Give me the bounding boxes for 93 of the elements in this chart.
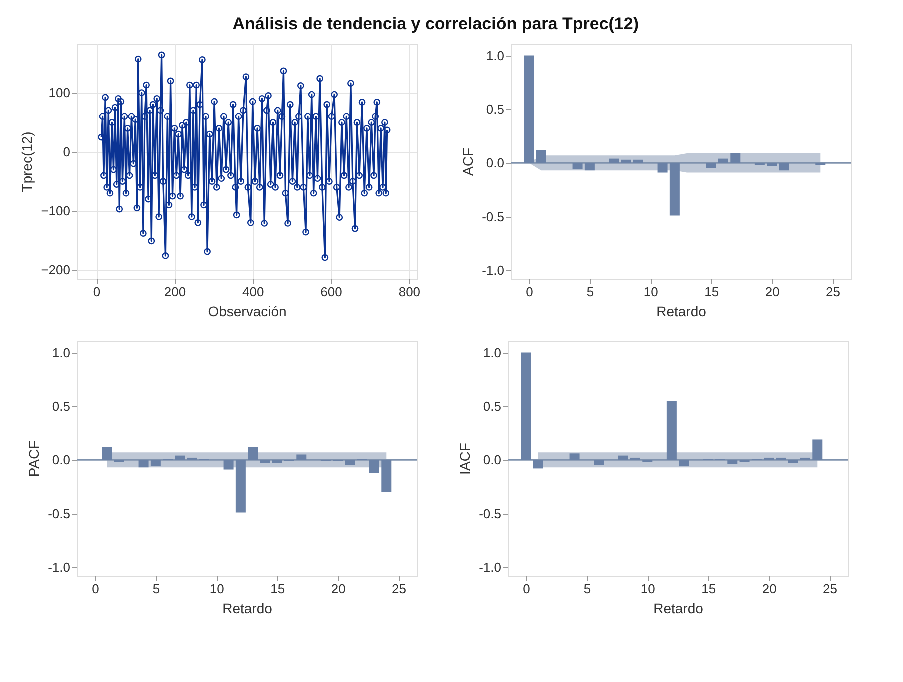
y-tick-label: 0	[63, 144, 70, 160]
bar	[634, 160, 644, 164]
bar	[706, 163, 716, 168]
x-axis-title: Observación	[208, 304, 287, 320]
y-axis-title: ACF	[460, 148, 476, 176]
y-axis-title: PACF	[26, 440, 42, 478]
bar	[102, 447, 112, 460]
x-tick-label: 5	[586, 284, 594, 300]
bar	[718, 158, 728, 164]
x-axis-title: Retardo	[222, 600, 273, 616]
y-axis-title: Tprec(12)	[19, 132, 36, 192]
bar	[296, 454, 307, 460]
x-tick-label: 400	[242, 284, 264, 300]
bar	[370, 460, 380, 473]
y-tick-label: -0.5	[479, 506, 502, 522]
y-tick-label: −100	[41, 204, 70, 219]
x-tick-label: 15	[702, 582, 716, 596]
y-tick-label: 0.5	[52, 398, 70, 414]
y-tick-label: -1.0	[482, 262, 504, 278]
y-tick-label: 0.0	[483, 452, 502, 468]
y-tick-label: 1.0	[486, 48, 504, 64]
bar	[138, 460, 149, 468]
bar	[533, 460, 544, 469]
bar	[594, 460, 604, 466]
x-tick-label: 0	[93, 284, 101, 300]
x-tick-label: 20	[765, 284, 780, 300]
chart-title: Análisis de tendencia y correlación para Tprec(12)	[232, 14, 639, 34]
bar	[248, 447, 258, 460]
bar	[187, 458, 198, 460]
x-tick-label: 25	[392, 582, 407, 596]
bar	[272, 460, 282, 464]
bar	[175, 456, 186, 460]
x-axis-title: Retardo	[654, 600, 704, 616]
x-tick-label: 200	[164, 284, 186, 300]
bar	[658, 163, 668, 173]
bar	[812, 440, 823, 460]
bar	[767, 163, 778, 166]
bar	[730, 153, 741, 164]
bar	[570, 454, 580, 460]
x-tick-label: 800	[398, 284, 421, 300]
bar	[572, 163, 583, 170]
bar	[345, 460, 356, 466]
y-tick-label: 1.0	[483, 345, 502, 360]
x-tick-label: 10	[210, 582, 224, 596]
x-tick-label: 10	[644, 284, 658, 300]
bar	[236, 460, 246, 513]
bar	[150, 460, 161, 467]
x-tick-label: 20	[331, 582, 346, 596]
y-tick-label: -0.5	[482, 209, 504, 224]
bar	[666, 401, 677, 460]
x-tick-label: 15	[270, 582, 286, 596]
y-tick-label: −200	[41, 262, 70, 278]
bar	[670, 163, 680, 216]
bar	[224, 460, 234, 470]
x-tick-label: 5	[152, 582, 160, 596]
bar	[630, 458, 640, 460]
y-tick-label: 0.5	[486, 102, 504, 117]
y-tick-label: -1.0	[48, 560, 70, 575]
x-tick-label: 5	[584, 582, 592, 596]
x-axis-title: Retardo	[656, 304, 707, 320]
x-tick-label: 0	[523, 582, 530, 596]
y-tick-label: -1.0	[479, 560, 502, 575]
bar	[679, 460, 690, 467]
y-tick-label: 0.0	[486, 156, 504, 171]
bar	[800, 458, 810, 460]
y-tick-label: 0.5	[483, 398, 502, 414]
bar	[536, 150, 546, 164]
bar	[779, 163, 790, 171]
x-tick-label: 20	[762, 582, 777, 596]
y-tick-label: 0.0	[52, 452, 70, 468]
bar	[618, 456, 628, 460]
bar	[621, 160, 632, 164]
x-tick-label: 600	[320, 284, 342, 300]
bar	[382, 460, 392, 492]
bar	[609, 158, 620, 164]
y-tick-label: 100	[48, 86, 70, 101]
bar	[524, 56, 534, 164]
x-tick-label: 15	[704, 284, 720, 300]
bar	[776, 458, 786, 460]
bar	[521, 352, 532, 460]
x-tick-label: 25	[823, 582, 838, 596]
bar	[584, 163, 595, 171]
x-tick-label: 0	[92, 582, 100, 596]
y-tick-label: -0.5	[48, 506, 70, 522]
x-tick-label: 10	[640, 582, 656, 596]
bar	[764, 458, 774, 460]
x-tick-label: 0	[526, 284, 534, 300]
y-axis-title: IACF	[457, 443, 474, 475]
y-tick-label: 1.0	[52, 345, 70, 360]
bar	[728, 460, 738, 464]
bar	[788, 460, 798, 464]
x-tick-label: 25	[826, 284, 841, 300]
bar	[260, 460, 270, 464]
